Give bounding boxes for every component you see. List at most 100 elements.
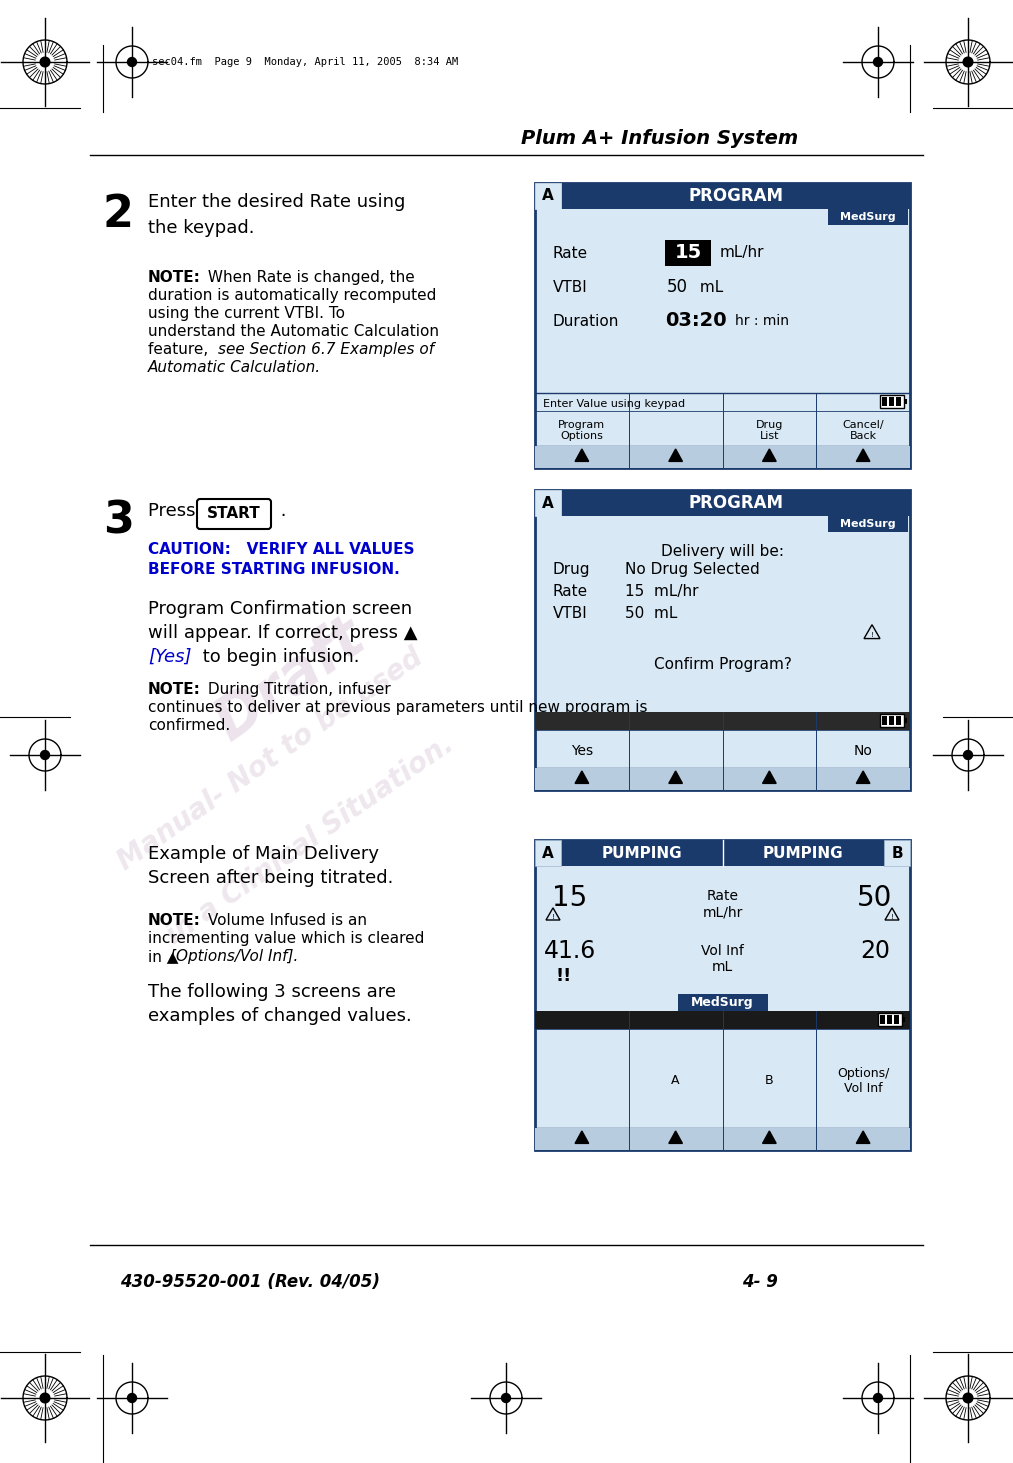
Text: Rate: Rate	[553, 584, 589, 598]
Text: Confirm Program?: Confirm Program?	[653, 657, 791, 672]
FancyBboxPatch shape	[678, 993, 768, 1011]
FancyBboxPatch shape	[904, 718, 907, 723]
Polygon shape	[763, 1131, 776, 1144]
Text: When Rate is changed, the: When Rate is changed, the	[203, 271, 414, 285]
Text: CAUTION:   VERIFY ALL VALUES: CAUTION: VERIFY ALL VALUES	[148, 541, 414, 557]
Text: VTBI: VTBI	[553, 279, 588, 294]
Text: NOTE:: NOTE:	[148, 682, 201, 696]
Text: A: A	[542, 496, 554, 511]
FancyBboxPatch shape	[902, 1017, 905, 1023]
FancyBboxPatch shape	[535, 183, 561, 209]
FancyBboxPatch shape	[828, 516, 908, 533]
FancyBboxPatch shape	[889, 715, 894, 726]
Text: Cancel/
Back: Cancel/ Back	[843, 420, 884, 442]
Text: Volume Infused is an: Volume Infused is an	[203, 913, 367, 928]
Text: 3: 3	[103, 500, 134, 543]
FancyBboxPatch shape	[535, 490, 910, 790]
Text: 41.6: 41.6	[544, 939, 596, 963]
Text: will appear. If correct, press ▲: will appear. If correct, press ▲	[148, 625, 417, 642]
Text: Options/
Vol Inf: Options/ Vol Inf	[837, 1067, 889, 1094]
Text: NOTE:: NOTE:	[148, 913, 201, 928]
Text: .: .	[275, 502, 287, 519]
FancyBboxPatch shape	[535, 712, 910, 730]
Polygon shape	[856, 1131, 870, 1144]
Text: MedSurg: MedSurg	[840, 519, 895, 530]
FancyBboxPatch shape	[535, 768, 910, 790]
Text: see Section 6.7 Examples of: see Section 6.7 Examples of	[218, 342, 435, 357]
FancyBboxPatch shape	[887, 1015, 892, 1024]
Text: !!: !!	[555, 967, 571, 985]
FancyBboxPatch shape	[882, 715, 887, 726]
Polygon shape	[669, 771, 683, 783]
FancyBboxPatch shape	[535, 446, 910, 468]
Text: B: B	[765, 1074, 774, 1087]
Text: The following 3 screens are: The following 3 screens are	[148, 983, 396, 1001]
Text: Delivery will be:: Delivery will be:	[661, 544, 784, 559]
Text: Automatic Calculation.: Automatic Calculation.	[148, 360, 321, 375]
Polygon shape	[763, 771, 776, 783]
Text: [Yes]: [Yes]	[148, 648, 191, 666]
Circle shape	[873, 57, 882, 66]
Polygon shape	[575, 449, 589, 461]
FancyBboxPatch shape	[665, 240, 711, 266]
Text: sec04.fm  Page 9  Monday, April 11, 2005  8:34 AM: sec04.fm Page 9 Monday, April 11, 2005 8…	[152, 57, 458, 67]
Text: Enter Value using keypad: Enter Value using keypad	[543, 399, 685, 410]
Circle shape	[963, 57, 972, 67]
Text: !: !	[890, 914, 893, 920]
Text: 15  mL/hr: 15 mL/hr	[625, 584, 699, 598]
FancyBboxPatch shape	[535, 490, 910, 516]
FancyBboxPatch shape	[884, 840, 910, 866]
Text: During Titration, infuser: During Titration, infuser	[203, 682, 391, 696]
Text: No Drug Selected: No Drug Selected	[625, 562, 760, 576]
Text: Drug: Drug	[553, 562, 591, 576]
Text: PUMPING: PUMPING	[763, 846, 844, 860]
Circle shape	[128, 1394, 137, 1403]
Text: Duration: Duration	[553, 313, 619, 329]
Circle shape	[41, 57, 50, 67]
Circle shape	[501, 1394, 511, 1403]
Text: hr : min: hr : min	[735, 315, 789, 328]
Text: NOTE:: NOTE:	[148, 271, 201, 285]
Text: examples of changed values.: examples of changed values.	[148, 1007, 411, 1026]
FancyBboxPatch shape	[880, 714, 904, 727]
Text: Yes: Yes	[570, 745, 593, 758]
Text: VTBI: VTBI	[553, 606, 588, 620]
FancyBboxPatch shape	[535, 840, 910, 1150]
Text: to begin infusion.: to begin infusion.	[197, 648, 360, 666]
Text: mL/hr: mL/hr	[720, 246, 765, 260]
Text: the keypad.: the keypad.	[148, 219, 254, 237]
Polygon shape	[763, 449, 776, 461]
Text: in a Clinical Situation.: in a Clinical Situation.	[161, 730, 459, 949]
Text: BEFORE STARTING INFUSION.: BEFORE STARTING INFUSION.	[148, 562, 400, 576]
Circle shape	[41, 751, 50, 759]
FancyBboxPatch shape	[904, 398, 907, 404]
FancyBboxPatch shape	[889, 396, 894, 407]
Text: confirmed.: confirmed.	[148, 718, 230, 733]
Text: PROGRAM: PROGRAM	[688, 187, 783, 205]
FancyBboxPatch shape	[535, 1128, 910, 1150]
Text: feature,: feature,	[148, 342, 213, 357]
Polygon shape	[856, 771, 870, 783]
Text: Enter the desired Rate using: Enter the desired Rate using	[148, 193, 405, 211]
FancyBboxPatch shape	[894, 1015, 899, 1024]
Text: 15: 15	[552, 884, 588, 911]
Text: 4- 9: 4- 9	[743, 1273, 778, 1290]
FancyBboxPatch shape	[535, 1011, 910, 1028]
Polygon shape	[575, 1131, 589, 1144]
Circle shape	[963, 751, 972, 759]
FancyBboxPatch shape	[897, 396, 901, 407]
Text: !: !	[870, 632, 873, 638]
Polygon shape	[575, 771, 589, 783]
Text: Drug
List: Drug List	[756, 420, 783, 442]
Text: No: No	[854, 745, 872, 758]
Text: 15: 15	[675, 243, 702, 262]
Text: Rate: Rate	[553, 246, 589, 260]
Circle shape	[873, 1394, 882, 1403]
FancyBboxPatch shape	[882, 396, 887, 407]
FancyBboxPatch shape	[535, 490, 561, 516]
FancyBboxPatch shape	[878, 1012, 902, 1026]
Text: incrementing value which is cleared: incrementing value which is cleared	[148, 930, 424, 947]
FancyBboxPatch shape	[880, 395, 904, 408]
Text: Vol Inf
mL: Vol Inf mL	[701, 944, 744, 974]
Text: 50  mL: 50 mL	[625, 606, 678, 620]
